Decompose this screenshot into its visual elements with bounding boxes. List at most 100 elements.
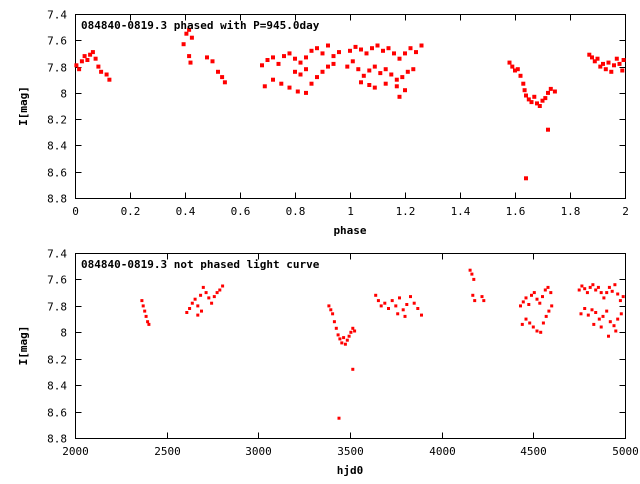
unphased-data-point (338, 337, 342, 341)
phased-y-tick-label: 7.6 (47, 35, 67, 48)
phased-data-point (90, 50, 95, 55)
phased-data-point (595, 56, 600, 61)
phased-data-point (403, 51, 407, 56)
phased-data-point (184, 31, 189, 36)
phased-data-point (96, 64, 101, 69)
phased-data-point (606, 60, 611, 65)
unphased-data-point (144, 314, 148, 318)
phased-data-point (304, 90, 308, 95)
unphased-data-point (588, 285, 592, 289)
unphased-data-point (199, 293, 203, 297)
unphased-data-point (353, 329, 357, 333)
unphased-data-point (347, 334, 351, 338)
phased-data-point (408, 46, 413, 51)
phased-data-point (282, 54, 286, 59)
phased-data-point (260, 63, 264, 68)
phased-data-point (359, 47, 363, 52)
phased-data-point (364, 51, 369, 56)
unphased-data-point (480, 295, 484, 299)
unphased-x-tick-label: 4500 (520, 445, 547, 458)
phased-data-point (617, 61, 622, 66)
phased-data-point (265, 58, 270, 62)
unphased-data-point (605, 291, 609, 295)
phased-x-tick-label: 0.2 (121, 205, 141, 218)
phased-data-point (367, 68, 372, 73)
unphased-data-point (580, 284, 584, 288)
phased-data-point (88, 52, 93, 57)
phased-data-point (331, 54, 336, 59)
phased-data-point (271, 55, 275, 60)
phased-y-tick-label: 8.8 (47, 193, 67, 206)
phased-data-point (361, 73, 366, 78)
unphased-data-point (147, 322, 151, 326)
unphased-data-point (520, 322, 524, 326)
phased-data-point (614, 56, 619, 61)
phased-data-point (507, 60, 512, 65)
phased-data-point (383, 67, 388, 72)
unphased-x-tick-label: 2500 (154, 445, 181, 458)
unphased-data-point (539, 330, 543, 334)
phased-data-point (304, 55, 308, 60)
phased-data-point (537, 104, 542, 108)
unphased-data-point (599, 325, 603, 329)
phased-data-point (515, 67, 520, 72)
unphased-x-tick-label: 3000 (245, 445, 272, 458)
phased-data-point (378, 71, 383, 76)
unphased-data-point (143, 309, 147, 313)
unphased-data-point (340, 341, 344, 345)
phased-data-point (386, 46, 391, 51)
unphased-data-point (596, 285, 600, 289)
phased-data-point (189, 35, 194, 40)
phased-data-point (372, 85, 377, 90)
unphased-data-point (541, 295, 544, 299)
phased-data-points (74, 27, 626, 181)
unphased-data-point (594, 311, 598, 314)
unphased-data-point (524, 317, 528, 321)
unphased-data-point (141, 304, 145, 308)
phased-data-point (397, 94, 402, 99)
unphased-data-point (405, 303, 409, 306)
phased-data-point (359, 80, 363, 85)
unphased-data-point (349, 330, 353, 334)
unphased-y-tick-label: 8.2 (47, 354, 67, 367)
unphased-data-point (394, 304, 398, 308)
unphased-data-point (342, 336, 346, 340)
phased-data-point (546, 127, 550, 132)
phased-data-point (370, 46, 374, 51)
unphased-data-point (550, 304, 554, 308)
phased-data-point (621, 58, 626, 62)
unphased-data-point (585, 291, 589, 295)
phased-data-point (587, 52, 592, 57)
unphased-data-point (416, 307, 420, 310)
unphased-data-point (599, 291, 603, 295)
unphased-data-point (196, 313, 200, 317)
unphased-data-point (608, 320, 612, 324)
unphased-data-point (212, 295, 216, 299)
unphased-x-tick-label: 5000 (612, 445, 639, 458)
unphased-data-point (612, 324, 616, 328)
phased-data-point (320, 69, 325, 74)
phased-x-axis-label: phase (333, 224, 366, 237)
phased-x-tick-label: 2 (622, 205, 629, 218)
phased-x-tick-label: 1 (347, 205, 354, 218)
phased-data-point (592, 59, 597, 64)
phased-data-point (552, 89, 557, 94)
phased-data-point (353, 44, 358, 49)
phased-data-point (543, 96, 548, 101)
phased-data-point (612, 63, 616, 68)
unphased-data-point (616, 292, 620, 296)
phased-plot-title: 084840-0819.3 phased with P=945.0day (81, 19, 320, 32)
phased-data-point (295, 89, 300, 94)
unphased-data-point (337, 416, 341, 420)
unphased-data-point (544, 314, 548, 318)
phased-data-point (181, 42, 186, 47)
phased-data-point (348, 48, 352, 53)
phased-data-point (546, 90, 550, 95)
unphased-data-point (351, 367, 355, 371)
phased-data-point (315, 75, 319, 80)
phased-data-point (222, 80, 227, 85)
unphased-data-point (528, 321, 532, 325)
phased-data-point (271, 77, 275, 82)
phased-data-point (526, 97, 531, 102)
